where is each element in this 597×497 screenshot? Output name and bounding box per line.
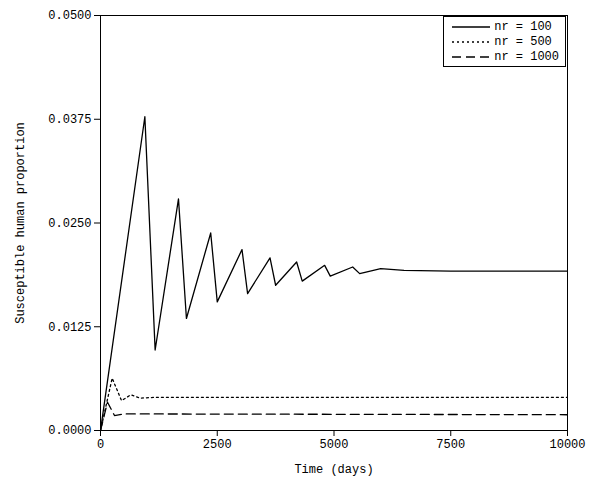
html-text:nr = 500: nr = 500 (494, 34, 552, 49)
html-text:nr = 100: nr = 100 (494, 19, 552, 34)
svg-text:0.0250: 0.0250 (48, 217, 91, 231)
svg-text:Susceptible human proportion: Susceptible human proportion (14, 122, 28, 324)
svg-text:10000: 10000 (549, 438, 585, 452)
svg-text:0.0500: 0.0500 (48, 9, 91, 23)
html-text:nr = 1000: nr = 1000 (494, 49, 559, 64)
svg-text:5000: 5000 (320, 438, 349, 452)
svg-text:0.0125: 0.0125 (48, 321, 91, 335)
svg-text:0.0375: 0.0375 (48, 113, 91, 127)
svg-text:0: 0 (97, 438, 104, 452)
svg-text:Time (days): Time (days) (294, 463, 373, 477)
svg-text:7500: 7500 (436, 438, 465, 452)
svg-text:0.0000: 0.0000 (48, 424, 91, 438)
svg-text:2500: 2500 (203, 438, 232, 452)
